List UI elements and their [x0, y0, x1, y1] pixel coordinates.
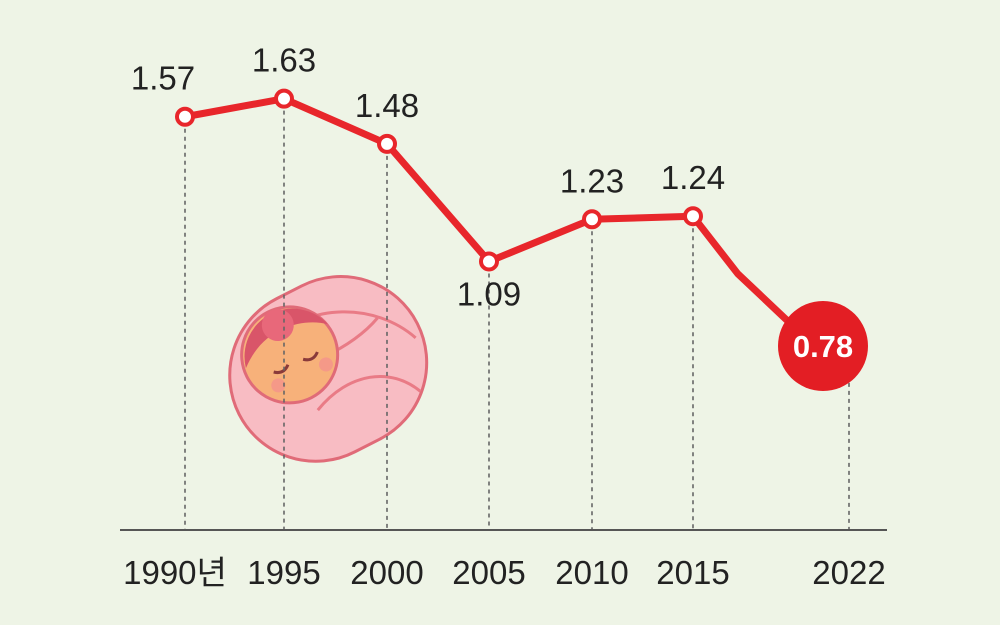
x-tick-label: 1990년 — [123, 554, 227, 591]
data-label: 1.57 — [131, 60, 195, 97]
swaddled-baby-icon — [228, 275, 429, 463]
data-point — [274, 88, 294, 109]
data-point — [683, 206, 703, 227]
x-tick-label: 2000 — [350, 554, 423, 591]
data-point — [582, 209, 602, 230]
x-tick-label: 2015 — [656, 554, 729, 591]
data-point — [479, 251, 499, 272]
data-label: 1.63 — [252, 42, 316, 79]
x-tick-label: 1995 — [247, 554, 320, 591]
highlight-value-label: 0.78 — [793, 329, 853, 364]
data-label: 1.09 — [457, 275, 521, 312]
data-point — [175, 106, 195, 127]
x-tick-label: 2005 — [452, 554, 525, 591]
data-label: 1.23 — [560, 162, 624, 199]
x-tick-label: 2010 — [555, 554, 628, 591]
data-point — [377, 133, 397, 154]
data-label: 1.48 — [355, 87, 419, 124]
x-tick-label: 2022 — [812, 554, 885, 591]
data-label: 1.24 — [661, 159, 725, 196]
callout-bubble — [778, 301, 868, 391]
